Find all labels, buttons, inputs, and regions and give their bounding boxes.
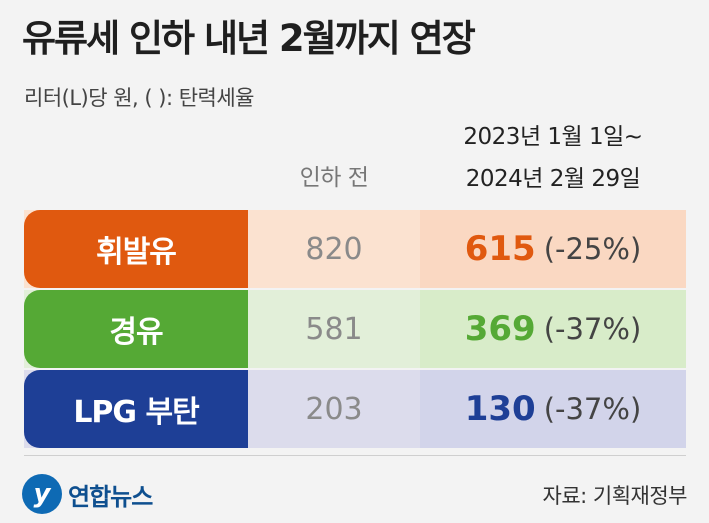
after-cell-lpg: 130 (-37%)	[420, 370, 686, 448]
column-header-before: 인하 전	[299, 165, 369, 191]
yonhap-logo-icon: y	[22, 474, 62, 514]
yonhap-logo: y 연합뉴스	[22, 472, 153, 516]
after-value-gasoline: 615	[464, 229, 536, 269]
chart-subtitle: 리터(L)당 원, ( ): 탄력세율	[24, 86, 254, 110]
column-header-after: 2023년 1월 1일~ 2024년 2월 29일	[420, 116, 686, 200]
after-value-diesel: 369	[464, 309, 536, 349]
rate-lpg: (-37%)	[543, 392, 642, 426]
chart-title: 유류세 인하 내년 2월까지 연장	[22, 17, 476, 60]
fuel-tax-table: 휘발유 820 615 (-25%) 경유 581 369 (-37%) LPG…	[24, 210, 686, 450]
after-cell-gasoline: 615 (-25%)	[420, 210, 686, 288]
row-label-diesel: 경유	[24, 290, 248, 368]
table-row-diesel: 경유 581 369 (-37%)	[24, 290, 686, 368]
table-row-lpg: LPG 부탄 203 130 (-37%)	[24, 370, 686, 448]
column-header-after-line1: 2023년 1월 1일~	[463, 124, 643, 150]
footer-divider	[24, 455, 686, 456]
row-label-lpg: LPG 부탄	[24, 370, 248, 448]
before-value-gasoline: 820	[305, 231, 363, 267]
rate-gasoline: (-25%)	[543, 232, 642, 266]
table-row-gasoline: 휘발유 820 615 (-25%)	[24, 210, 686, 288]
before-value-diesel: 581	[305, 311, 363, 347]
yonhap-logo-text: 연합뉴스	[68, 482, 153, 511]
source-note: 자료: 기획재정부	[542, 484, 688, 508]
rate-diesel: (-37%)	[543, 312, 642, 346]
before-value-lpg: 203	[305, 391, 363, 427]
after-value-lpg: 130	[464, 389, 536, 429]
row-label-gasoline: 휘발유	[24, 210, 248, 288]
column-header-after-line2: 2024년 2월 29일	[465, 166, 641, 192]
after-cell-diesel: 369 (-37%)	[420, 290, 686, 368]
